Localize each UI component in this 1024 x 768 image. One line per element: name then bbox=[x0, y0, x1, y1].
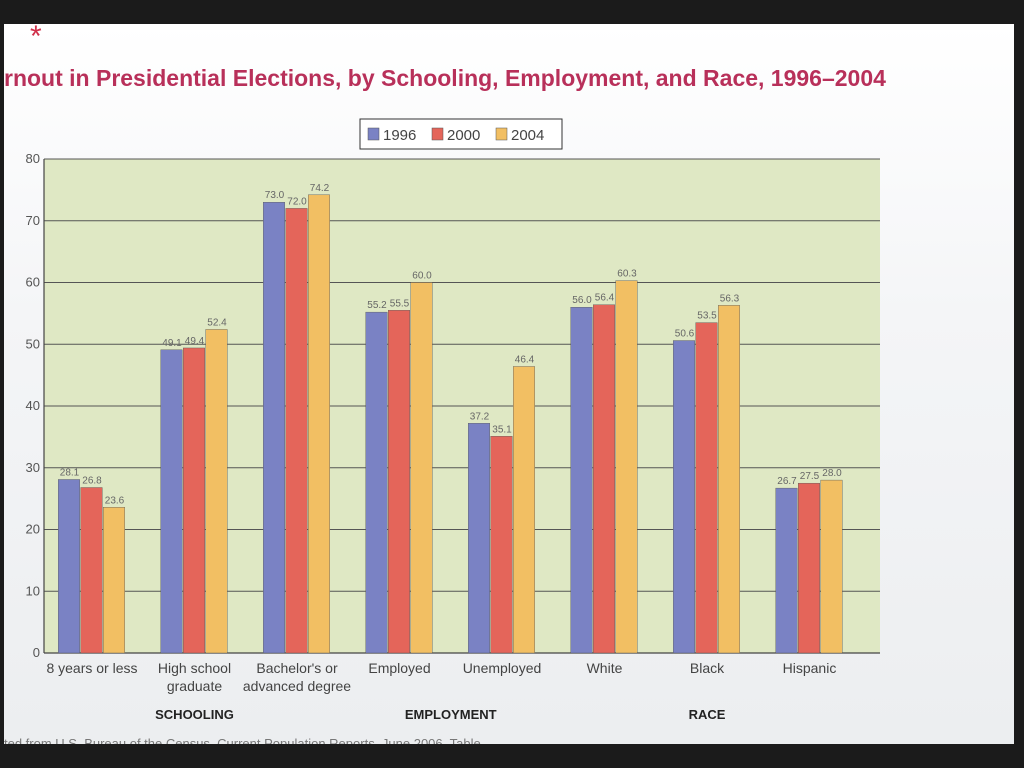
bar-2000 bbox=[388, 310, 410, 654]
bar-2000 bbox=[490, 436, 513, 654]
x-tick-label: advanced degree bbox=[243, 678, 351, 694]
value-label: 72.0 bbox=[287, 196, 307, 207]
value-label: 56.4 bbox=[595, 293, 615, 304]
group-label: SCHOOLING bbox=[155, 707, 234, 722]
y-tick-label: 40 bbox=[26, 398, 40, 413]
bar-2000 bbox=[798, 482, 820, 654]
x-tick-label: 8 years or less bbox=[46, 660, 137, 676]
legend-swatch bbox=[431, 127, 444, 141]
bar-2004 bbox=[308, 194, 330, 654]
y-tick-label: 80 bbox=[26, 151, 40, 166]
asterisk-mark: * bbox=[30, 24, 42, 53]
x-tick-label: Hispanic bbox=[783, 660, 837, 676]
group-labels: SCHOOLING EMPLOYMENT RACE bbox=[155, 707, 726, 722]
x-tick-label: graduate bbox=[167, 678, 222, 694]
group-label: RACE bbox=[689, 707, 726, 722]
legend: 1996 2000 2004 bbox=[359, 118, 563, 150]
bar-1996 bbox=[365, 311, 388, 654]
bar-1996 bbox=[673, 340, 695, 654]
legend-box bbox=[359, 118, 563, 150]
value-label: 46.4 bbox=[515, 354, 535, 365]
y-tick-label: 60 bbox=[26, 275, 40, 290]
bar-2000 bbox=[183, 347, 205, 654]
y-tick-label: 0 bbox=[33, 645, 40, 660]
value-label: 37.2 bbox=[470, 411, 490, 422]
value-label: 50.6 bbox=[675, 329, 695, 340]
chart-title: rnout in Presidential Elections, by Scho… bbox=[4, 65, 886, 91]
value-label: 74.2 bbox=[310, 183, 330, 194]
value-label: 60.0 bbox=[412, 271, 432, 282]
bar-2004 bbox=[718, 305, 740, 654]
legend-label: 1996 bbox=[383, 127, 416, 144]
legend-swatch bbox=[495, 127, 508, 141]
value-label: 23.6 bbox=[105, 495, 125, 506]
value-label: 52.4 bbox=[207, 317, 227, 328]
bar-1996 bbox=[570, 307, 593, 654]
value-label: 27.5 bbox=[800, 471, 820, 482]
value-label: 49.1 bbox=[162, 338, 182, 349]
x-tick-label: High school bbox=[158, 660, 231, 676]
x-tick-label: Black bbox=[690, 660, 725, 676]
value-label: 35.1 bbox=[492, 424, 512, 435]
bar-2004 bbox=[410, 282, 433, 654]
bar-1996 bbox=[775, 487, 798, 654]
bar-2000 bbox=[80, 487, 103, 654]
value-label: 49.4 bbox=[185, 336, 205, 347]
value-label: 55.5 bbox=[390, 298, 410, 309]
value-label: 53.5 bbox=[697, 311, 717, 322]
value-label: 26.7 bbox=[777, 476, 797, 487]
value-labels: 28.1 49.1 73.0 55.2 37.2 56.0 50.6 26.7 26.8 49.4… bbox=[60, 183, 842, 506]
value-label: 60.3 bbox=[617, 269, 637, 280]
bar-2000 bbox=[593, 304, 615, 654]
bar-2004 bbox=[820, 479, 843, 654]
y-tick-label: 10 bbox=[26, 583, 40, 598]
value-label: 56.0 bbox=[572, 295, 592, 306]
bar-1996 bbox=[58, 479, 80, 654]
y-tick-label: 20 bbox=[26, 522, 40, 537]
bar-2004 bbox=[205, 329, 228, 654]
group-label: EMPLOYMENT bbox=[405, 707, 497, 722]
x-tick-label: White bbox=[587, 660, 623, 676]
x-tick-label: Unemployed bbox=[463, 660, 542, 676]
value-label: 56.3 bbox=[720, 293, 740, 304]
value-label: 28.1 bbox=[60, 467, 80, 478]
page: * rnout in Presidential Elections, by Sc… bbox=[4, 24, 1014, 744]
bar-1996 bbox=[468, 423, 490, 654]
y-tick-label: 70 bbox=[26, 213, 40, 228]
bar-2000 bbox=[695, 322, 718, 654]
value-label: 26.8 bbox=[82, 476, 102, 487]
value-label: 28.0 bbox=[822, 468, 842, 479]
legend-label: 2000 bbox=[447, 127, 480, 144]
legend-swatch bbox=[367, 127, 380, 141]
value-label: 73.0 bbox=[265, 190, 285, 201]
chart: * rnout in Presidential Elections, by Sc… bbox=[4, 24, 886, 744]
bar-2004 bbox=[103, 507, 125, 654]
x-tick-label: Employed bbox=[368, 660, 430, 676]
x-axis: 8 years or less High school graduate Bachel… bbox=[46, 660, 836, 694]
value-label: 55.2 bbox=[367, 300, 387, 311]
bar-1996 bbox=[160, 349, 183, 654]
bar-1996 bbox=[263, 202, 285, 654]
bar-2004 bbox=[615, 280, 638, 654]
bar-2000 bbox=[285, 208, 308, 654]
bars bbox=[58, 194, 843, 654]
legend-label: 2004 bbox=[511, 127, 544, 144]
y-tick-label: 50 bbox=[26, 336, 40, 351]
bar-2004 bbox=[513, 366, 535, 654]
y-axis: 0 10 20 30 40 50 60 70 80 bbox=[26, 151, 45, 660]
x-tick-label: Bachelor's or bbox=[256, 660, 338, 676]
footer-source: ted from U.S. Bureau of the Census, Curr… bbox=[4, 736, 481, 744]
y-tick-label: 30 bbox=[26, 460, 40, 475]
